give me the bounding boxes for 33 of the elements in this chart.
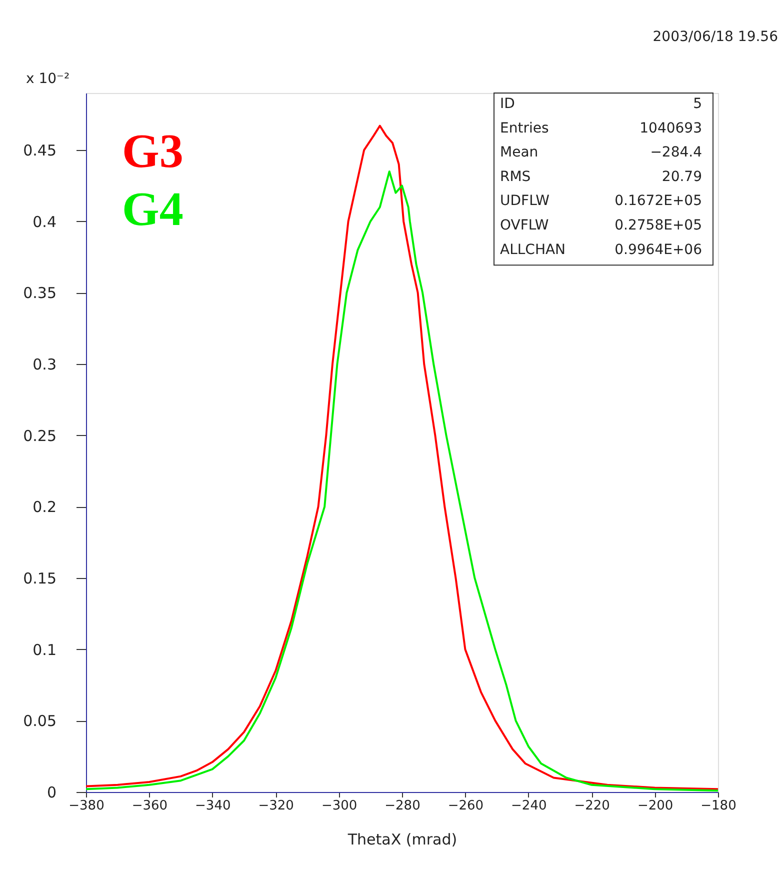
x-tick-label: −260 [448, 798, 484, 814]
x-tick-label: −240 [511, 798, 547, 814]
x-tick-label: −320 [258, 798, 294, 814]
text: x 10⁻² [26, 71, 70, 87]
x-tick-label: −220 [574, 798, 610, 814]
text: G4 [122, 183, 184, 236]
y-tick-label: 0.05 [23, 712, 56, 730]
x-tick-label: −340 [195, 798, 231, 814]
x-tick-label: −380 [68, 798, 104, 814]
text: Mean −284.4 [500, 144, 702, 161]
text: G3 [122, 125, 184, 178]
x-tick-label: −360 [132, 798, 168, 814]
y-tick-label: 0.1 [32, 640, 56, 659]
y-tick-label: 0.25 [23, 426, 56, 445]
y-tick-label: 0.15 [23, 570, 56, 588]
text: ALLCHAN 0.9964E+06 [500, 242, 702, 258]
text: RMS 20.79 [500, 168, 702, 185]
x-tick-label: −280 [384, 798, 420, 814]
x-tick-label: −180 [700, 798, 736, 814]
x-axis-title: ThetaX (mrad) [346, 830, 458, 848]
y-tick-label: 0.35 [23, 284, 56, 302]
x-tick-label: −200 [637, 798, 674, 814]
y-tick-label: 0.3 [32, 356, 56, 374]
text: ID 5 [500, 96, 702, 112]
x-tick-label: −300 [321, 798, 358, 814]
text: 2003/06/18 19.56 [652, 29, 778, 45]
text: Entries 1040693 [500, 120, 702, 136]
y-tick-label: 0.2 [32, 498, 56, 516]
y-tick-label: 0.4 [32, 212, 56, 231]
text: UDFLW 0.1672E+05 [500, 193, 702, 210]
text: OVFLW 0.2758E+05 [500, 218, 702, 234]
y-tick-label: 0.45 [23, 142, 56, 160]
y-tick-label: 0 [46, 784, 56, 802]
